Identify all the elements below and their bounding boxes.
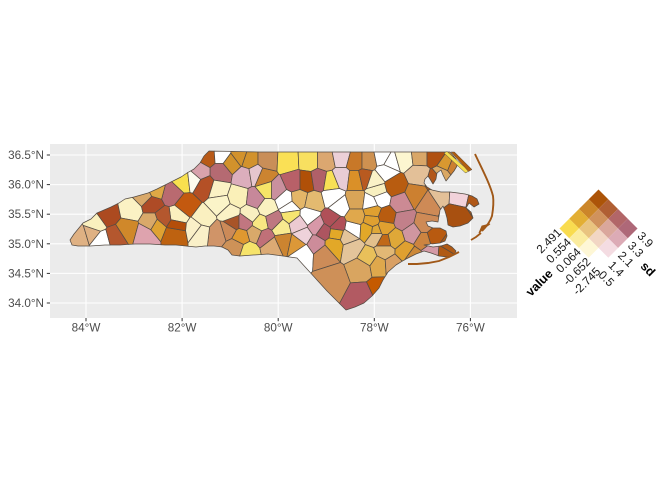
svg-text:76°W: 76°W bbox=[456, 322, 485, 335]
svg-text:36.0°N: 36.0°N bbox=[8, 179, 44, 192]
svg-text:34.0°N: 34.0°N bbox=[8, 297, 44, 310]
svg-text:84°W: 84°W bbox=[72, 322, 101, 335]
svg-text:36.5°N: 36.5°N bbox=[8, 149, 44, 162]
svg-text:82°W: 82°W bbox=[168, 322, 197, 335]
svg-text:35.0°N: 35.0°N bbox=[8, 238, 44, 251]
svg-text:35.5°N: 35.5°N bbox=[8, 208, 44, 221]
svg-text:80°W: 80°W bbox=[264, 322, 293, 335]
svg-text:34.5°N: 34.5°N bbox=[8, 267, 44, 280]
svg-text:78°W: 78°W bbox=[360, 322, 389, 335]
